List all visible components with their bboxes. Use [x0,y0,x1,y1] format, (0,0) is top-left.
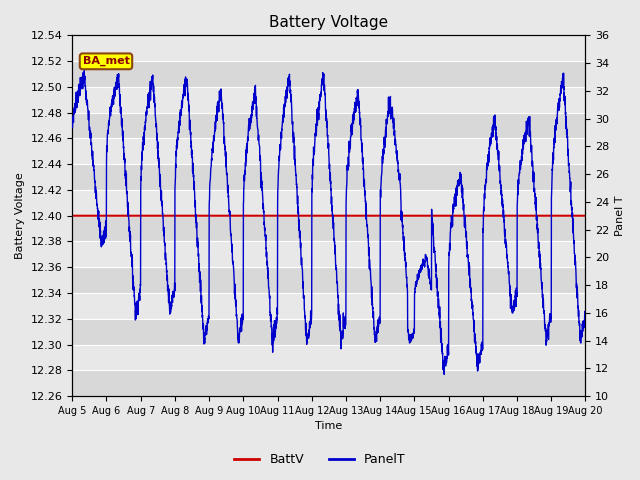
Bar [72,216,586,241]
Bar [72,293,586,319]
X-axis label: Time: Time [316,421,342,432]
Bar [72,164,586,190]
Bar [72,138,586,164]
Title: Battery Voltage: Battery Voltage [269,15,388,30]
Y-axis label: Panel T: Panel T [615,195,625,236]
Bar [72,319,586,345]
Bar [72,241,586,267]
Bar [72,87,586,113]
Bar [72,345,586,371]
Bar [72,61,586,87]
Bar [72,190,586,216]
Bar [72,267,586,293]
Bar [72,113,586,138]
Bar [72,371,586,396]
Text: BA_met: BA_met [83,56,129,66]
Y-axis label: Battery Voltage: Battery Voltage [15,172,25,259]
Legend: BattV, PanelT: BattV, PanelT [229,448,411,471]
Bar [72,36,586,61]
